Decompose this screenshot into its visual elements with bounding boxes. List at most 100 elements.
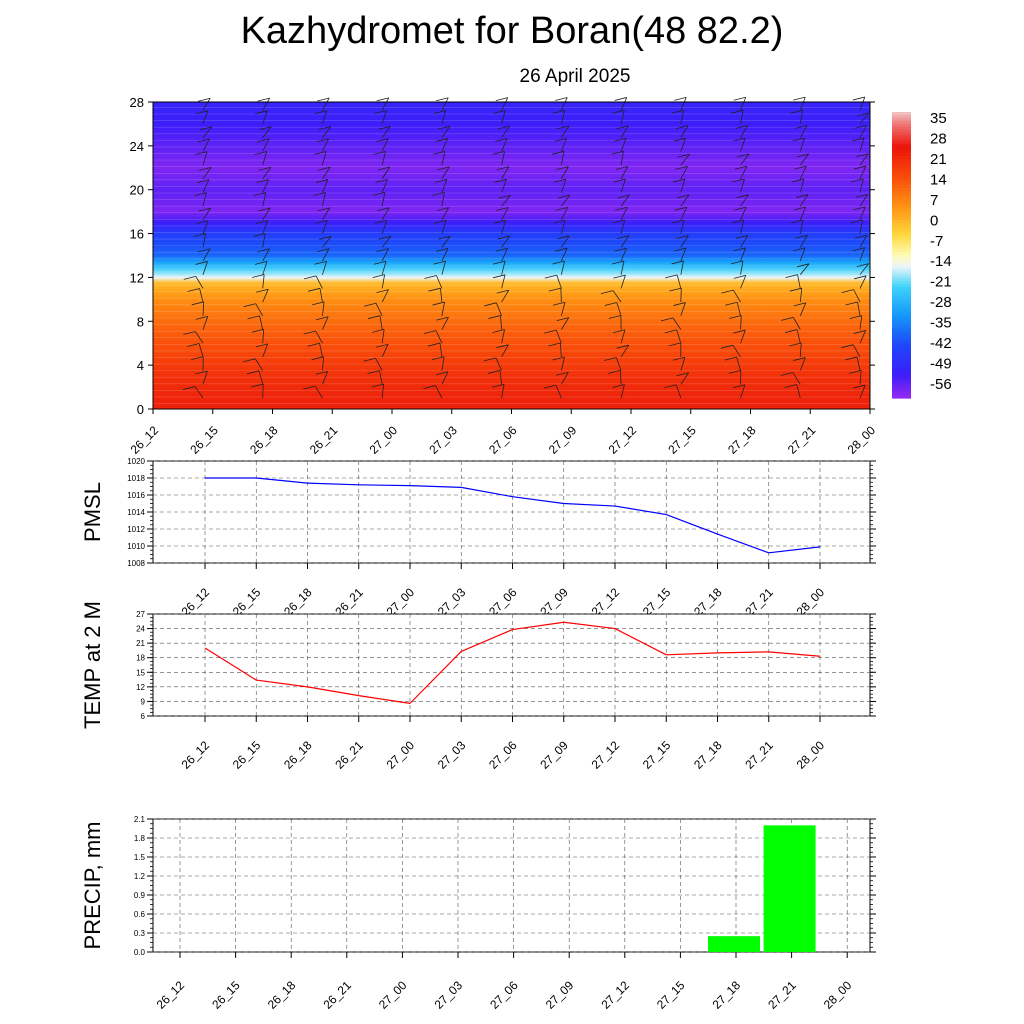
wind-barb [560, 248, 568, 262]
wind-barb [799, 342, 802, 357]
colorbar-swatch [892, 208, 911, 212]
wind-barb [202, 179, 210, 193]
y-axis-title: PMSL [80, 482, 105, 542]
wind-barb [612, 290, 622, 303]
wind-barb [262, 220, 269, 234]
wind-barb [561, 166, 569, 179]
wind-barb [740, 260, 744, 275]
colorbar-swatch [892, 325, 911, 329]
wind-barb [561, 317, 570, 330]
wind-barb-flag [487, 370, 501, 374]
x-tick-label: 27_18 [725, 423, 759, 457]
wind-barb [620, 235, 630, 248]
wind-barb [322, 192, 326, 207]
colorbar-swatch [892, 199, 911, 204]
wind-barb [680, 178, 686, 193]
wind-barb [441, 166, 450, 179]
wind-barb-flag [793, 206, 806, 211]
colorbar-swatch [892, 290, 911, 294]
colorbar-swatch [892, 147, 911, 151]
wind-barb [676, 329, 682, 344]
wind-barb [381, 126, 391, 138]
y-tick-label: 12 [130, 270, 144, 285]
wind-barb-flag [733, 96, 746, 101]
wind-barb [322, 371, 329, 385]
colorbar-label: -28 [930, 294, 952, 311]
wind-barbs [182, 96, 870, 399]
wind-barb [202, 220, 209, 234]
wind-barb [381, 261, 387, 275]
wind-barb [322, 179, 329, 193]
wind-barb [680, 97, 687, 111]
wind-barb-flag [496, 166, 509, 171]
wind-barb [740, 194, 749, 207]
colorbar-swatch [892, 292, 911, 297]
wind-barb-flag [789, 342, 802, 347]
colorbar-swatch [892, 380, 911, 385]
wind-barb [740, 275, 747, 289]
wind-barb [859, 96, 866, 111]
wind-barb [322, 126, 332, 138]
wind-barb-flag [733, 275, 746, 279]
wind-barb [262, 97, 271, 111]
wind-barb [620, 138, 627, 152]
temp-line-segment [461, 628, 513, 652]
wind-barb-flag [256, 179, 269, 184]
wind-barb-flag [552, 260, 565, 265]
wind-barb [859, 137, 865, 152]
wind-barb [441, 125, 451, 138]
x-tick-label: 26_21 [332, 738, 366, 772]
wind-barb [262, 179, 269, 193]
pmsl-line-segment [614, 505, 667, 516]
colorbar-swatch [892, 368, 911, 373]
wind-barb [797, 274, 801, 289]
wind-barb [262, 126, 272, 138]
wind-barb-flag [438, 235, 451, 240]
wind-barb [262, 192, 267, 207]
wind-barb [202, 261, 208, 275]
colorbar-swatch [892, 123, 911, 128]
wind-barb-flag [615, 206, 628, 211]
wind-barb-flag [735, 235, 749, 239]
wind-barb [615, 357, 622, 371]
colorbar-swatch [892, 228, 911, 233]
wind-barb [501, 125, 510, 138]
wind-barb-flag [255, 220, 268, 224]
colorbar-label: 7 [930, 192, 938, 209]
wind-barb-flag [494, 178, 507, 183]
wind-barb-flag [256, 138, 270, 143]
x-tick-label: 27_12 [606, 423, 640, 457]
colorbar-swatch [892, 357, 911, 361]
colorbar-swatch [892, 348, 911, 352]
wind-barb-flag [304, 275, 317, 280]
colorbar-swatch [892, 214, 911, 218]
wind-barb [202, 316, 209, 330]
colorbar-swatch [892, 202, 911, 206]
y-tick-label: 1016 [127, 491, 145, 500]
wind-barb [859, 165, 867, 179]
colorbar-swatch [892, 152, 911, 157]
wind-barb-flag [556, 166, 569, 171]
wind-barb [381, 220, 388, 234]
y-tick-label: 1018 [127, 474, 145, 483]
y-tick-label: 2.1 [134, 815, 146, 824]
wind-barb-flag [553, 219, 566, 224]
colorbar-swatch [892, 395, 911, 399]
colorbar-swatch [892, 351, 911, 355]
colorbar-swatch [892, 179, 911, 183]
wind-barb [620, 247, 627, 262]
wind-barb [859, 112, 870, 125]
wind-barb-flag [557, 235, 570, 240]
wind-barb-flag [256, 288, 269, 293]
wind-barb-flag [315, 220, 328, 224]
wind-barb-flag [436, 207, 449, 212]
wind-barb [560, 179, 567, 193]
wind-barb-flag [796, 194, 809, 198]
wind-barb-flag [495, 247, 508, 252]
wind-barb [202, 301, 205, 316]
x-tick-label: 27_21 [742, 738, 776, 772]
wind-barb [561, 125, 570, 138]
wind-barb-flag [195, 370, 208, 375]
wind-barb-flag [377, 207, 390, 212]
wind-barb-flag [612, 329, 626, 334]
